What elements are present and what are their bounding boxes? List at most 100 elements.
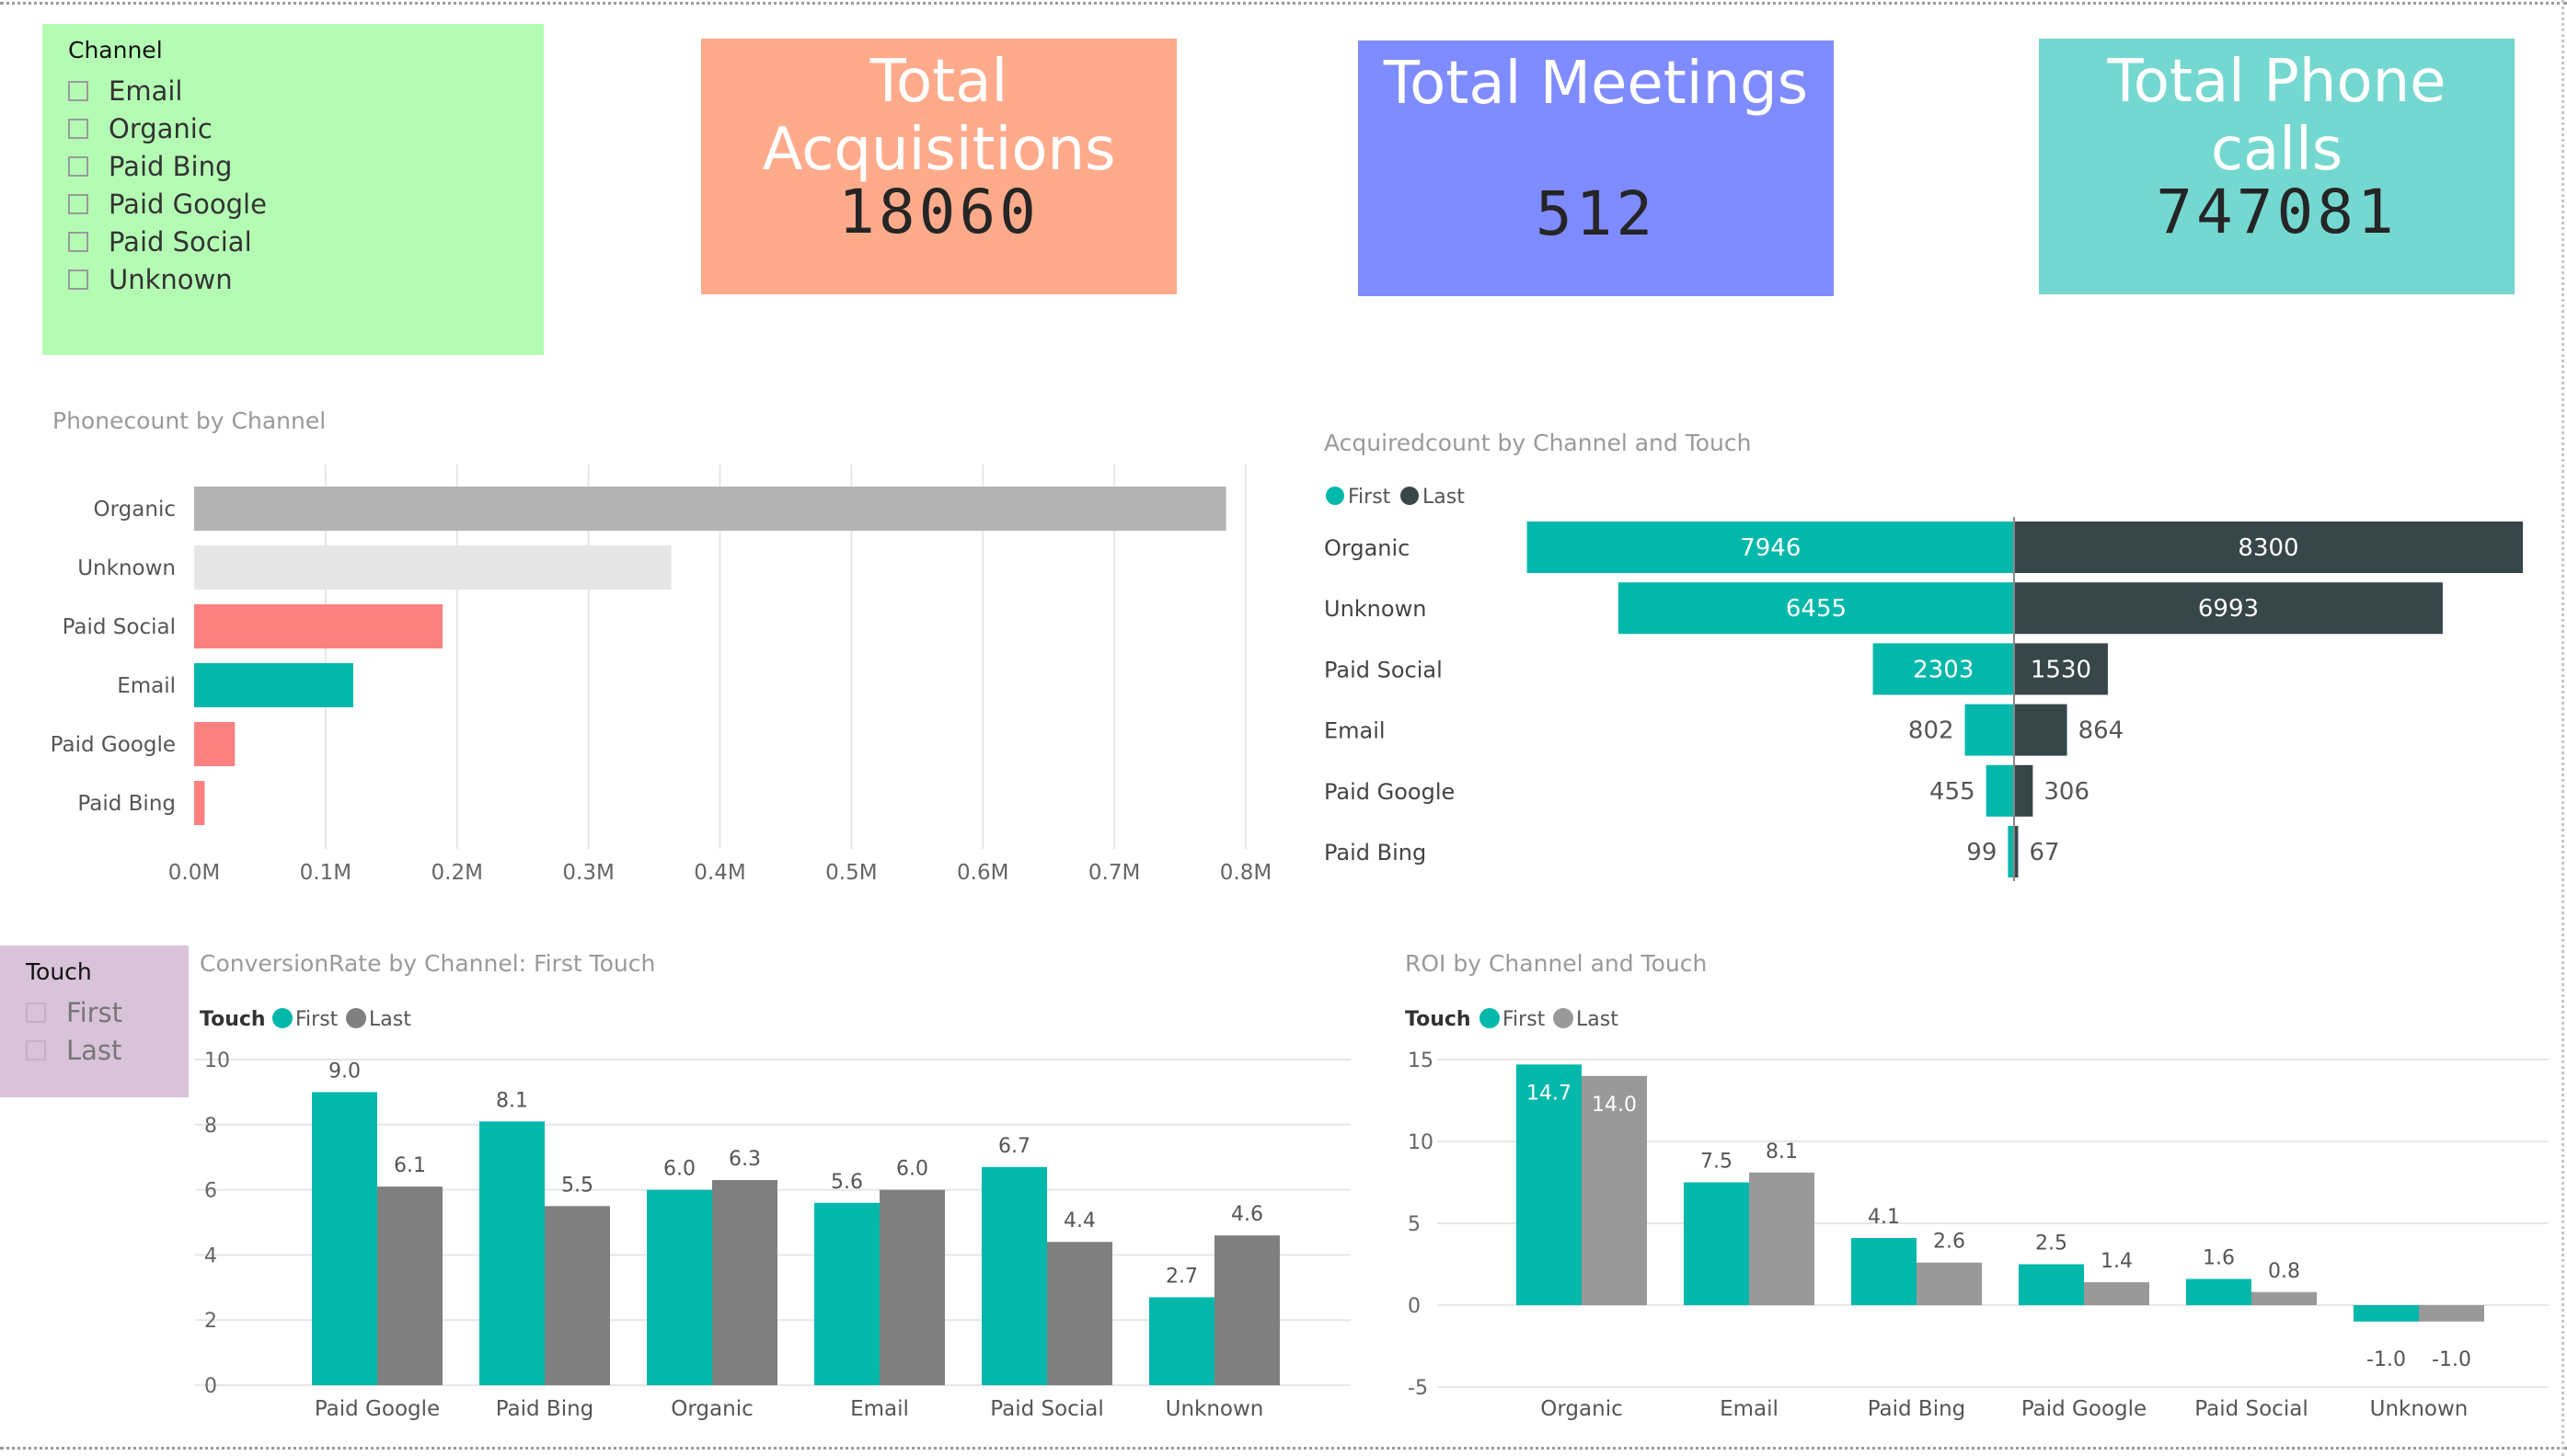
data-label: 4.4: [1064, 1210, 1096, 1232]
checkbox-icon[interactable]: [68, 119, 88, 139]
channel-option-paid-social[interactable]: Paid Social: [68, 226, 252, 258]
y-tick-label: 6: [204, 1180, 217, 1203]
card-title: Total Phone calls: [2107, 48, 2446, 184]
touch-option-first[interactable]: First: [26, 997, 122, 1028]
bar-first: [2354, 1305, 2419, 1322]
category-label: Paid Social: [1324, 657, 1443, 682]
legend-title: Touch: [1405, 1008, 1471, 1031]
category-label: Paid Google: [1324, 779, 1455, 805]
legend-first-label: First: [1348, 486, 1391, 509]
data-label-first: 802: [1908, 717, 1954, 745]
category-label: Unknown: [77, 556, 176, 580]
data-label: 8.1: [496, 1089, 528, 1112]
channel-option-paid-bing[interactable]: Paid Bing: [68, 151, 232, 182]
data-label-first: 99: [1966, 839, 1997, 866]
category-label: Organic: [94, 498, 176, 522]
card-value: 747081: [2156, 177, 2398, 247]
y-tick-label: 5: [1408, 1213, 1421, 1236]
data-label: 6.1: [394, 1154, 426, 1177]
x-category-label: Email: [1720, 1397, 1778, 1421]
bar-last: [377, 1187, 443, 1385]
channel-option-email[interactable]: Email: [68, 75, 182, 107]
data-label: 6.7: [998, 1135, 1030, 1158]
bar-last: [2419, 1305, 2484, 1322]
bar-first: [1986, 764, 2014, 817]
channel-option-paid-google[interactable]: Paid Google: [68, 189, 267, 220]
bar-last: [712, 1179, 777, 1385]
category-label: Unknown: [1324, 596, 1426, 622]
touch-option-last[interactable]: Last: [26, 1035, 121, 1066]
data-label: 1.4: [2101, 1250, 2133, 1273]
data-label-first: 2303: [1913, 656, 1974, 683]
bar-last: [2014, 826, 2019, 877]
legend-last-label: Last: [1576, 1008, 1618, 1031]
bar-last: [2014, 764, 2033, 817]
checkbox-icon[interactable]: [26, 1040, 46, 1060]
legend-last-label: Last: [1422, 486, 1465, 509]
legend-last-marker: [346, 1008, 366, 1028]
bar-first: [647, 1189, 712, 1385]
checkbox-icon[interactable]: [68, 269, 88, 290]
x-category-label: Paid Bing: [1868, 1397, 1966, 1421]
chart-acquiredcount-by-channel-and-touch: First Last Organic 7946 8300 Unknown 6455 6993 P…: [1324, 486, 2523, 881]
data-label: -1.0: [2366, 1348, 2406, 1371]
bar-first: [479, 1121, 545, 1385]
legend-last-marker: [1400, 487, 1419, 505]
bar: [194, 663, 353, 707]
legend-first-marker: [1479, 1008, 1500, 1028]
touch-slicer-title: Touch: [26, 958, 92, 985]
data-label: 1.6: [2203, 1247, 2235, 1270]
channel-option-label: Unknown: [109, 264, 233, 295]
bar-first: [1516, 1064, 1582, 1305]
data-label: 6.0: [896, 1158, 928, 1181]
x-tick-label: 0.0M: [168, 861, 220, 885]
channel-option-organic[interactable]: Organic: [68, 113, 213, 144]
bar-first: [1851, 1238, 1917, 1305]
channel-option-unknown[interactable]: Unknown: [68, 264, 233, 295]
chart-title-conversionrate: ConversionRate by Channel: First Touch: [200, 950, 656, 977]
frame-bottom-border: [0, 1447, 2567, 1450]
channel-option-label: Organic: [109, 113, 213, 144]
chart-title-phonecount: Phonecount by Channel: [52, 407, 327, 434]
data-label: 0.8: [2268, 1260, 2300, 1283]
x-tick-label: 0.3M: [562, 861, 614, 885]
y-tick-label: 10: [204, 1049, 230, 1072]
x-tick-label: 0.7M: [1088, 861, 1140, 885]
x-tick-label: 0.6M: [957, 861, 1008, 885]
bar-last: [880, 1189, 945, 1385]
bar-first: [2186, 1278, 2251, 1305]
category-label: Paid Social: [63, 615, 176, 639]
data-label-first: 7946: [1740, 534, 1801, 562]
x-category-label: Organic: [1540, 1397, 1622, 1421]
bar-last: [1749, 1172, 1814, 1305]
legend-first-marker: [1326, 487, 1344, 505]
touch-option-label: First: [66, 997, 123, 1028]
y-tick-label: 4: [204, 1244, 217, 1267]
x-category-label: Paid Google: [315, 1397, 440, 1421]
legend-first-label: First: [295, 1008, 339, 1031]
data-label: 6.3: [729, 1148, 761, 1171]
x-tick-label: 0.5M: [825, 861, 877, 885]
x-category-label: Email: [850, 1397, 909, 1421]
bar: [194, 545, 672, 590]
checkbox-icon[interactable]: [68, 81, 88, 101]
card-total-acquisitions: Total Acquisitions 18060: [701, 39, 1177, 294]
touch-slicer: Touch First Last: [0, 946, 189, 1097]
x-tick-label: 0.1M: [300, 861, 351, 885]
checkbox-icon[interactable]: [68, 194, 88, 214]
x-category-label: Paid Social: [990, 1397, 1103, 1421]
bar: [194, 781, 205, 825]
checkbox-icon[interactable]: [68, 156, 88, 177]
category-label: Paid Bing: [1324, 840, 1426, 866]
chart-phonecount-by-channel: 0.0M 0.1M 0.2M 0.3M 0.4M 0.5M 0.6M 0.7M 0.8M Orga…: [51, 464, 1272, 885]
legend-first-label: First: [1502, 1008, 1546, 1031]
checkbox-icon[interactable]: [26, 1003, 46, 1023]
touch-option-label: Last: [66, 1035, 122, 1066]
data-label-last: 6993: [2198, 595, 2259, 623]
category-label: Organic: [1324, 535, 1410, 561]
x-category-label: Organic: [671, 1397, 753, 1421]
category-label: Email: [1324, 718, 1386, 744]
bar-first: [1684, 1182, 1749, 1305]
checkbox-icon[interactable]: [68, 232, 88, 252]
